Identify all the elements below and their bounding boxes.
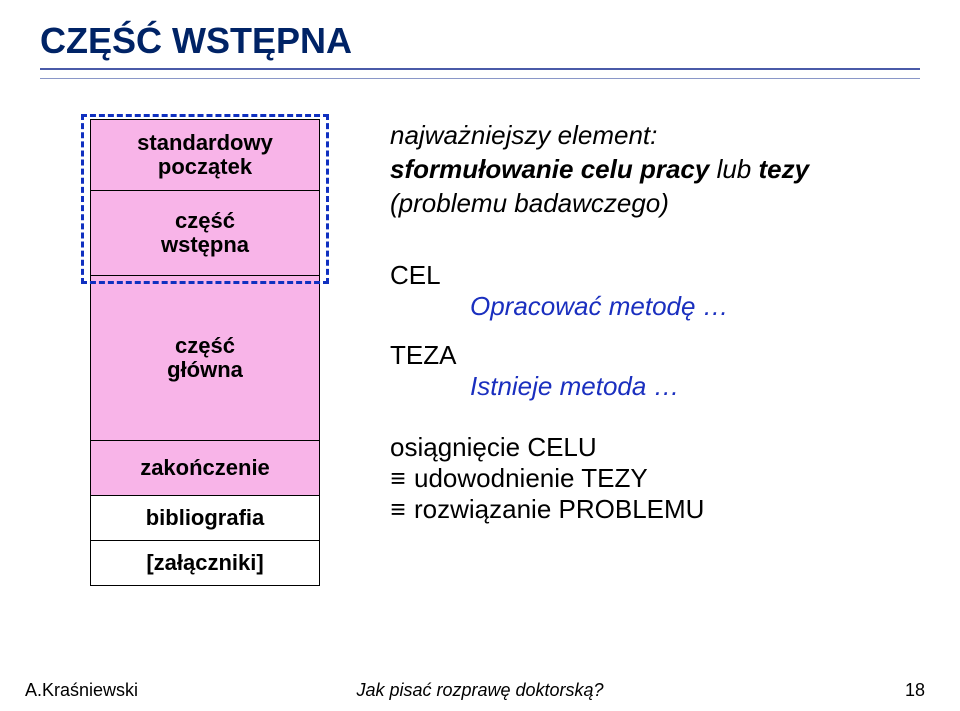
stack-segment-label: standardowy bbox=[137, 131, 273, 155]
structure-stack: standardowypoczątekczęśćwstępnaczęśćgłów… bbox=[90, 119, 320, 586]
eq-line-1: udowodnienie TEZY bbox=[414, 463, 648, 494]
equivalence-block: osiągnięcie CELU ≡ udowodnienie TEZY ≡ r… bbox=[390, 432, 920, 525]
cel-teza-block: CEL Opracować metodę … TEZA Istnieje met… bbox=[390, 260, 920, 402]
p1-l2a: sformułowanie bbox=[390, 154, 573, 184]
stack-segment-label: zakończenie bbox=[140, 456, 270, 480]
stack-segment: częśćgłówna bbox=[91, 275, 319, 440]
stack-segment-label: [załączniki] bbox=[146, 551, 263, 575]
footer-author: A.Kraśniewski bbox=[25, 680, 138, 700]
cel-sub: Opracować metodę … bbox=[470, 291, 920, 322]
cel-label: CEL bbox=[390, 260, 920, 291]
stack-segment: [załączniki] bbox=[91, 540, 319, 585]
stack-segment: zakończenie bbox=[91, 440, 319, 495]
p1-line3: (problemu badawczego) bbox=[390, 188, 669, 218]
teza-sub: Istnieje metoda … bbox=[470, 371, 920, 402]
explanation-column: najważniejszy element: sformułowanie cel… bbox=[390, 119, 920, 525]
stack-segment-label: część bbox=[175, 209, 235, 233]
footer-title: Jak pisać rozprawę doktorską? bbox=[356, 680, 603, 701]
eq-line-2: rozwiązanie PROBLEMU bbox=[414, 494, 704, 525]
stack-segment-label: część bbox=[175, 334, 235, 358]
stack-segment: częśćwstępna bbox=[91, 190, 319, 275]
p1-l2d: tezy bbox=[751, 154, 809, 184]
stack-segment-label: wstępna bbox=[161, 233, 249, 257]
title-underline bbox=[40, 68, 920, 79]
stack-segment-label: początek bbox=[158, 155, 252, 179]
slide-title: CZĘŚĆ WSTĘPNA bbox=[40, 20, 920, 62]
stack-segment-label: bibliografia bbox=[146, 506, 265, 530]
equiv-icon: ≡ bbox=[390, 463, 406, 494]
footer-page: 18 bbox=[905, 680, 925, 701]
p1-l2c: lub bbox=[709, 154, 751, 184]
stack-segment-label: główna bbox=[167, 358, 243, 382]
equiv-icon: ≡ bbox=[390, 494, 406, 525]
stack-segment: bibliografia bbox=[91, 495, 319, 540]
slide-footer: A.Kraśniewski Jak pisać rozprawę doktors… bbox=[0, 680, 960, 701]
p1-colon: : bbox=[650, 120, 657, 150]
stack-segment: standardowypoczątek bbox=[91, 120, 319, 190]
p1-l2b: celu pracy bbox=[573, 154, 709, 184]
teza-label: TEZA bbox=[390, 340, 920, 371]
goal-line: osiągnięcie CELU bbox=[390, 432, 920, 463]
main-element-paragraph: najważniejszy element: sformułowanie cel… bbox=[390, 119, 920, 220]
p1-line1: najważniejszy element bbox=[390, 120, 650, 150]
